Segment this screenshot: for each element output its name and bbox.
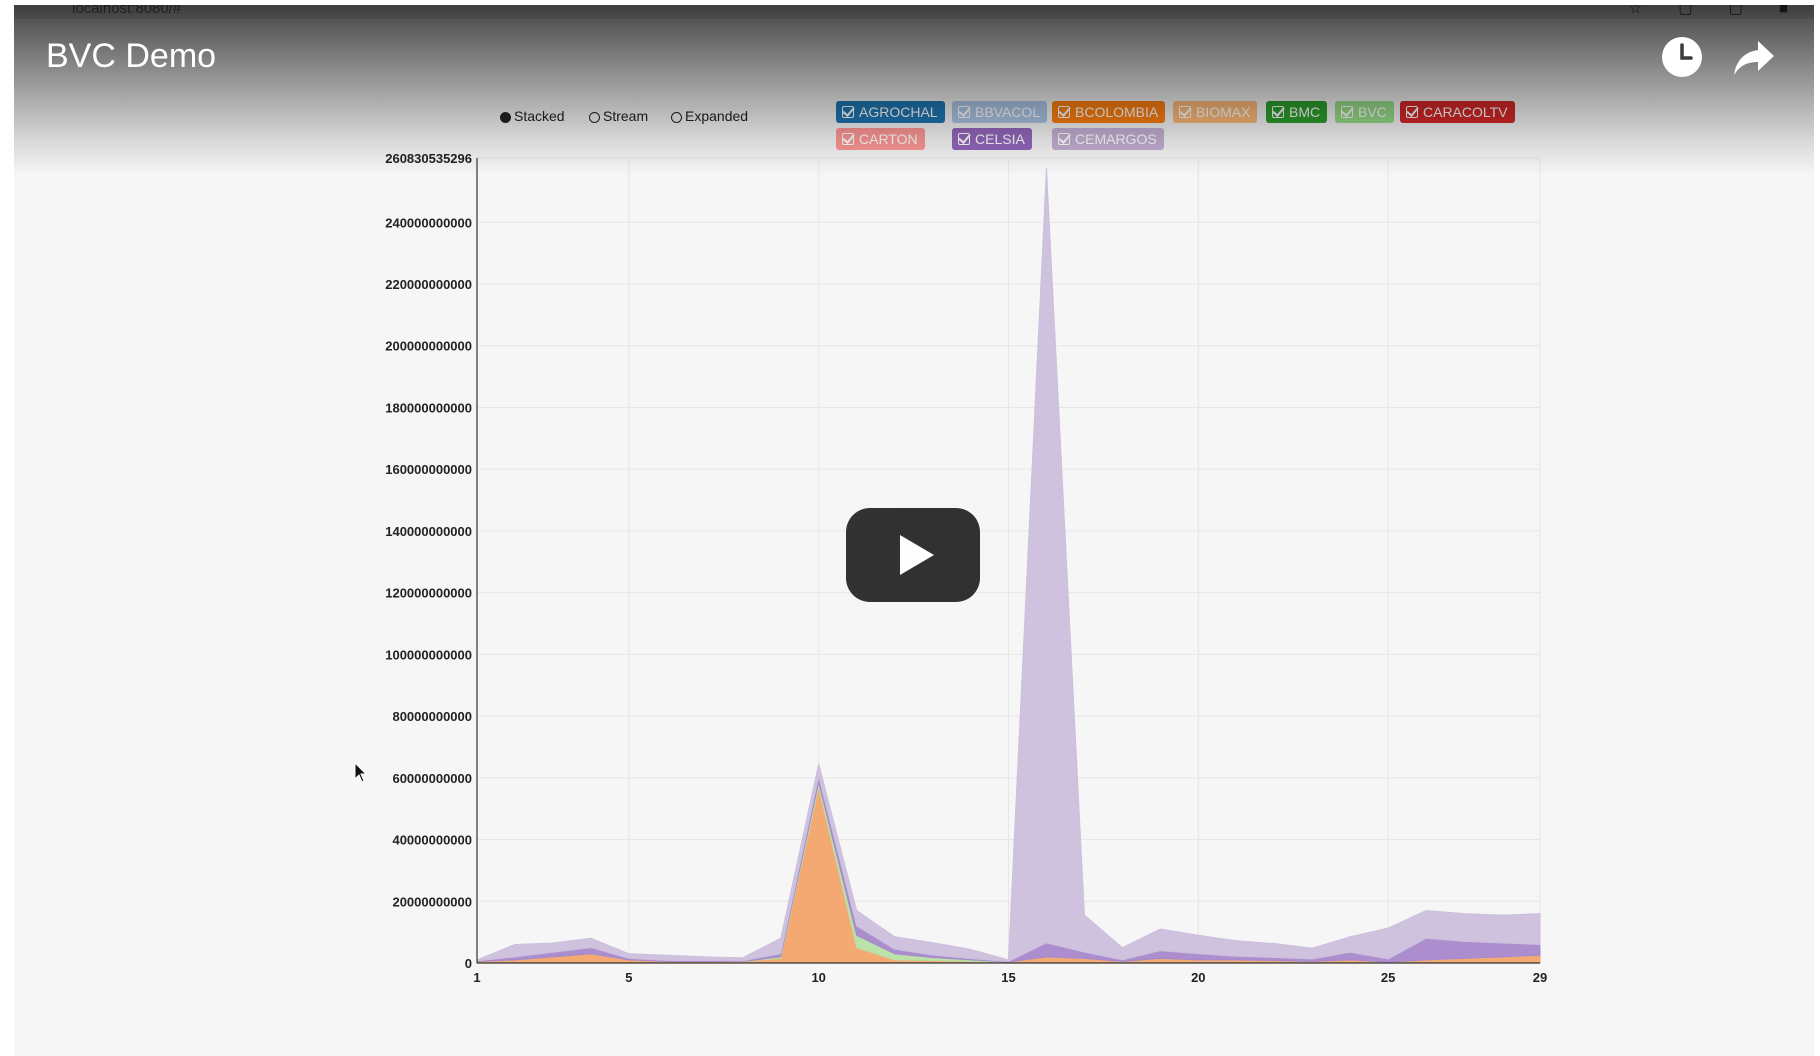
y-tick-label: 240000000000 [385,215,472,230]
x-tick-label: 10 [811,970,825,985]
video-title[interactable]: BVC Demo [46,37,217,75]
y-tick-label: 160000000000 [385,462,472,477]
y-tick-label: 220000000000 [385,277,472,292]
stacked-area-chart: 0 20000000000 40000000000 60000000000 800000… [385,151,1547,985]
video-player[interactable]: localhost:8080/# ☆ ▢ ▢ ■ Stacked Stream … [14,5,1814,1056]
chart-areas [476,168,1541,964]
x-tick-label: 29 [1533,970,1547,985]
share-arrow-icon[interactable] [1732,35,1776,79]
y-tick-label: 20000000000 [392,894,472,909]
y-tick-label: 200000000000 [385,339,472,354]
x-tick-label: 5 [625,970,632,985]
y-tick-label: 60000000000 [392,771,472,786]
y-tick-label: 180000000000 [385,400,472,415]
x-tick-label: 1 [473,970,480,985]
x-tick-label: 15 [1001,970,1015,985]
y-tick-label: 120000000000 [385,586,472,601]
area-series-cemargos[interactable] [476,168,1541,962]
x-tick-label: 25 [1381,970,1395,985]
y-tick-label: 40000000000 [392,833,472,848]
y-tick-label: 0 [465,956,472,971]
watch-later-clock-icon[interactable] [1660,35,1704,79]
x-tick-label: 20 [1191,970,1205,985]
y-tick-label: 100000000000 [385,647,472,662]
chart-grid [476,157,1541,964]
mouse-cursor-icon [354,762,368,783]
y-tick-label: 140000000000 [385,524,472,539]
play-icon [900,535,934,575]
play-button[interactable] [846,508,980,602]
y-tick-label: 80000000000 [392,709,472,724]
video-frame: localhost:8080/# ☆ ▢ ▢ ■ Stacked Stream … [14,5,1814,1056]
title-gradient-overlay [14,5,1814,175]
